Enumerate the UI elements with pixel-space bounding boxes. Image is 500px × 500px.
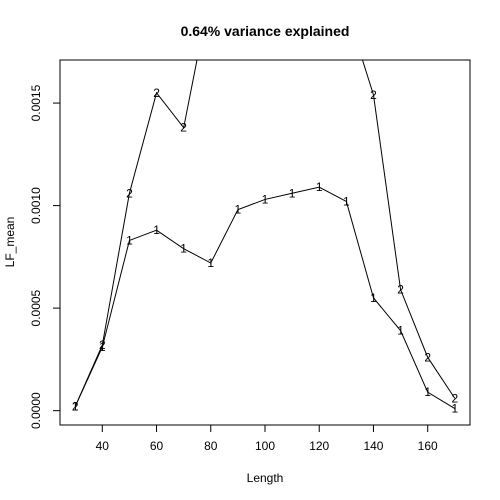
point-marker: 1 bbox=[316, 180, 323, 194]
point-marker: 2 bbox=[99, 338, 106, 352]
plot-box bbox=[59, 59, 471, 426]
point-marker: 2 bbox=[180, 121, 187, 135]
point-marker: 1 bbox=[180, 242, 187, 256]
x-tick-label: 40 bbox=[96, 439, 110, 453]
x-axis-label: Length bbox=[247, 471, 284, 485]
y-tick-label: 0.0000 bbox=[29, 392, 43, 429]
point-marker: 1 bbox=[451, 402, 458, 416]
point-marker: 1 bbox=[99, 340, 106, 354]
x-tick-label: 120 bbox=[309, 439, 329, 453]
point-marker: 1 bbox=[370, 291, 377, 305]
y-tick-label: 0.0015 bbox=[29, 84, 43, 121]
plot-area: 111111111111111222222222222222 bbox=[72, 2, 458, 416]
x-tick-label: 160 bbox=[418, 439, 438, 453]
point-marker: 2 bbox=[424, 350, 431, 364]
point-marker: 1 bbox=[207, 256, 214, 270]
point-marker: 1 bbox=[153, 223, 160, 237]
point-marker: 1 bbox=[397, 324, 404, 338]
point-marker: 1 bbox=[126, 233, 133, 247]
point-marker: 2 bbox=[343, 2, 350, 16]
y-tick-label: 0.0005 bbox=[29, 289, 43, 326]
point-marker: 1 bbox=[235, 203, 242, 217]
x-tick-label: 80 bbox=[204, 439, 218, 453]
point-marker: 2 bbox=[451, 391, 458, 405]
x-tick-label: 140 bbox=[363, 439, 383, 453]
y-axis-label: LF_mean bbox=[3, 217, 17, 268]
point-marker: 2 bbox=[370, 88, 377, 102]
series-line bbox=[74, 60, 456, 407]
point-marker: 2 bbox=[72, 400, 79, 414]
x-tick-label: 100 bbox=[255, 439, 275, 453]
point-marker: 1 bbox=[262, 192, 269, 206]
y-tick-label: 0.0010 bbox=[29, 187, 43, 224]
point-marker: 1 bbox=[424, 385, 431, 399]
chart-title: 0.64% variance explained bbox=[181, 23, 350, 39]
point-marker: 1 bbox=[343, 194, 350, 208]
point-marker: 2 bbox=[397, 283, 404, 297]
series-line bbox=[74, 186, 456, 410]
point-marker: 1 bbox=[289, 186, 296, 200]
point-marker: 2 bbox=[126, 186, 133, 200]
x-tick-label: 60 bbox=[150, 439, 164, 453]
point-marker: 2 bbox=[153, 86, 160, 100]
